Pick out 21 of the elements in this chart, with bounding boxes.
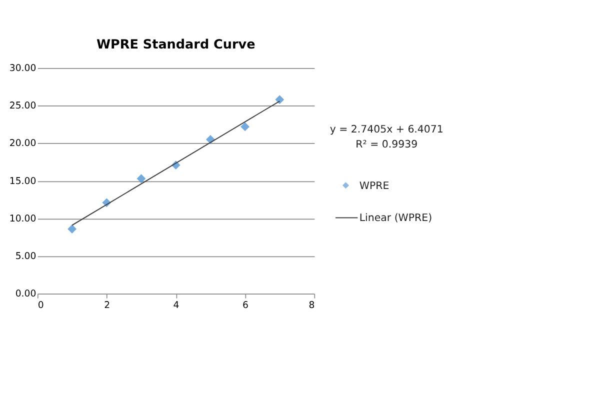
y-tick-label: 15.00 bbox=[9, 176, 36, 187]
x-tick-label: 8 bbox=[308, 300, 315, 311]
y-tick-label: 25.00 bbox=[9, 100, 36, 112]
y-tick-label: 20.00 bbox=[9, 138, 36, 150]
y-tick-label: 30.00 bbox=[9, 63, 36, 74]
chart-title: WPRE Standard Curve bbox=[96, 37, 256, 52]
point bbox=[68, 224, 77, 234]
legend-label: Linear (WPRE) bbox=[359, 213, 432, 224]
text: y = 2.7405x + 6.4071 bbox=[330, 124, 444, 136]
point bbox=[275, 95, 284, 104]
y-tick-label: 0.00 bbox=[15, 288, 36, 300]
x-tick-label: 2 bbox=[104, 300, 110, 311]
x-tick-label: 4 bbox=[173, 300, 180, 311]
y-tick-label: 5.00 bbox=[15, 251, 36, 262]
legend-label: WPRE bbox=[359, 180, 390, 192]
point bbox=[136, 174, 146, 184]
x-tick-label: 0 bbox=[38, 300, 44, 311]
point bbox=[240, 122, 250, 132]
text: R² = 0.9939 bbox=[356, 140, 418, 151]
x-tick-label: 6 bbox=[242, 300, 248, 311]
y-tick-label: 10.00 bbox=[9, 213, 36, 224]
